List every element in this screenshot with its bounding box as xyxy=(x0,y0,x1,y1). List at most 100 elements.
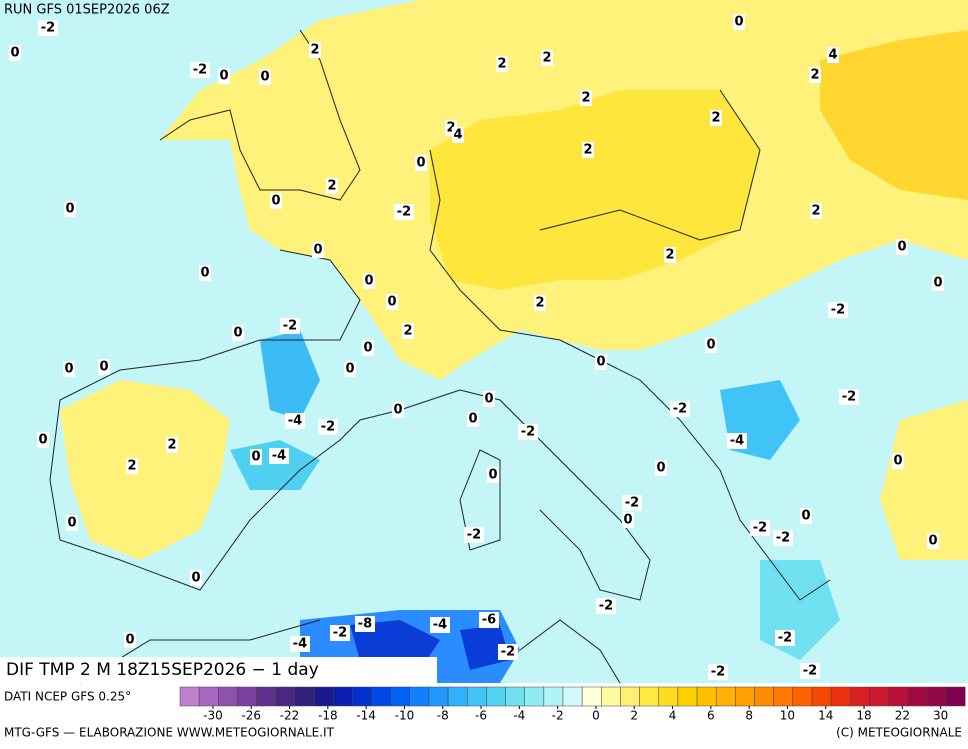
contour-label-box xyxy=(355,616,375,632)
contour-label-box xyxy=(285,413,305,429)
contour-label: -2 xyxy=(467,528,481,543)
colorbar-swatch xyxy=(830,686,851,707)
contour-label-box xyxy=(467,411,479,427)
contour-label-box xyxy=(839,389,859,405)
colorbar-tick-label: 22 xyxy=(895,709,910,723)
contour-label-box xyxy=(518,424,538,440)
contour-label: 0 xyxy=(656,461,665,476)
contour-label-box xyxy=(312,242,324,258)
colorbar-tick-label: -22 xyxy=(280,709,300,723)
contour-label-box xyxy=(710,110,722,126)
colorbar-swatch xyxy=(945,686,966,707)
map-title: DIF TMP 2 M 18Z15SEP2026 − 1 day xyxy=(6,660,319,680)
colorbar-tick-label: -14 xyxy=(356,709,376,723)
cold-spot xyxy=(260,330,320,420)
contour-label-box xyxy=(250,449,262,465)
contour-label: -4 xyxy=(288,414,302,429)
contour-label-box xyxy=(927,533,939,549)
contour-label-box xyxy=(498,644,518,660)
contour-label-box xyxy=(828,302,848,318)
contour-label-box xyxy=(66,515,78,531)
contour-label: -2 xyxy=(521,425,535,440)
colorbar-swatch xyxy=(773,686,794,707)
colorbar-swatch xyxy=(486,686,506,707)
colorbar-swatch xyxy=(639,686,659,707)
contour-label-box xyxy=(496,56,508,72)
copyright: (C) METEOGIORNALE xyxy=(836,726,962,740)
colorbar-tick-label: -30 xyxy=(203,709,223,723)
warm-core-east xyxy=(820,30,968,200)
colorbar-swatch xyxy=(677,686,698,707)
colorbar-swatch xyxy=(562,686,583,707)
contour-label-box xyxy=(392,402,404,418)
contour-label: 0 xyxy=(10,46,19,61)
contour-label: 4 xyxy=(453,128,462,143)
contour-label: -4 xyxy=(293,637,307,652)
contour-label: -4 xyxy=(730,434,744,449)
contour-label: -8 xyxy=(358,617,372,632)
source-note: DATI NCEP GFS 0.25° xyxy=(4,690,131,704)
contour-label: -2 xyxy=(193,63,207,78)
contour-label-box xyxy=(290,636,310,652)
colorbar-tick-label: -26 xyxy=(241,709,261,723)
contour-label-box xyxy=(464,527,484,543)
contour-label-box xyxy=(218,68,230,84)
contour-label-box xyxy=(124,632,136,648)
contour-label: 0 xyxy=(191,571,200,586)
colorbar-tick-label: 14 xyxy=(818,709,833,723)
colorbar-swatch xyxy=(620,686,640,707)
contour-label: 0 xyxy=(67,516,76,531)
contour-label-box xyxy=(232,325,244,341)
contour-label: 0 xyxy=(313,243,322,258)
contour-label: 2 xyxy=(583,143,592,158)
map: RUN GFS 01SEP2026 06Z -20 2-2 0 02 204222242… xyxy=(0,0,968,684)
contour-label: -2 xyxy=(625,496,639,511)
contour-label: 0 xyxy=(928,534,937,549)
contour-label-box xyxy=(37,432,49,448)
contour-label: 0 xyxy=(64,362,73,377)
contour-label-box xyxy=(38,20,58,36)
contour-label-box xyxy=(733,14,745,30)
colorbar-tick-label: -2 xyxy=(552,709,564,723)
colorbar-tick-label: 8 xyxy=(745,709,753,723)
contour-label: -2 xyxy=(41,21,55,36)
contour-label-box xyxy=(98,359,110,375)
contour-label-box xyxy=(386,294,398,310)
colorbar-swatch xyxy=(888,686,908,707)
contour-label: 0 xyxy=(933,276,942,291)
contour-label-box xyxy=(622,512,634,528)
contour-label: 0 xyxy=(260,70,269,85)
contour-label: -6 xyxy=(482,613,496,628)
contour-label: -2 xyxy=(711,665,725,680)
colorbar-swatch xyxy=(332,686,353,707)
contour-label-box xyxy=(580,90,592,106)
contour-label: 0 xyxy=(251,450,260,465)
contour-label-box xyxy=(775,630,795,646)
colorbar-swatch xyxy=(754,686,774,707)
contour-label-box xyxy=(270,193,282,209)
colorbar-tick-label: 18 xyxy=(856,709,871,723)
contour-label-box xyxy=(487,467,499,483)
contour-label: -2 xyxy=(778,631,792,646)
colorbar-tick-label: -8 xyxy=(437,709,449,723)
contour-label: -2 xyxy=(397,205,411,220)
contour-label-box xyxy=(479,612,499,628)
contour-label-box xyxy=(330,625,350,641)
colorbar-swatch xyxy=(313,686,334,707)
run-title: RUN GFS 01SEP2026 06Z xyxy=(4,3,170,18)
colorbar-swatch xyxy=(926,686,947,707)
contour-label: 2 xyxy=(811,204,820,219)
contour-label: 0 xyxy=(484,392,493,407)
contour-label: 0 xyxy=(99,360,108,375)
contour-label-box xyxy=(126,458,138,474)
contour-label: 2 xyxy=(403,324,412,339)
contour-label-box xyxy=(9,45,21,61)
contour-label: 4 xyxy=(828,48,837,63)
contour-label-box xyxy=(727,433,747,449)
contour-label-box xyxy=(896,239,908,255)
warm-southeast xyxy=(880,400,968,560)
contour-label: 2 xyxy=(127,459,136,474)
contour-label-box xyxy=(596,598,616,614)
contour-label: 0 xyxy=(200,266,209,281)
